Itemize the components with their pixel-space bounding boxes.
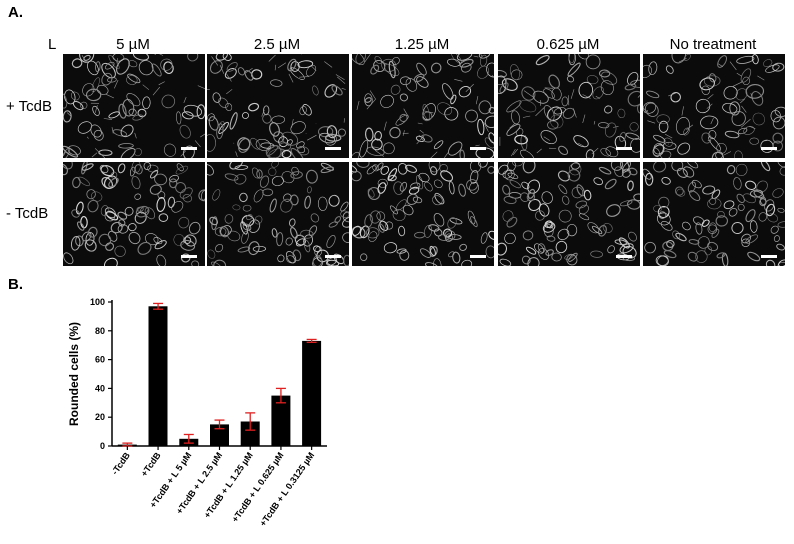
column-label-0-625um: 0.625 µM <box>536 36 600 53</box>
scale-bar <box>761 255 777 258</box>
column-label-no-treatment: No treatment <box>669 36 757 53</box>
bar-chart: 0 20 40 60 80 100 Rounded cells (%) -TcdB +TcdB +… <box>67 297 327 528</box>
column-label-5um: 5 µM <box>116 36 150 53</box>
x-tick-label-7: +TcdB + L 0.3125 µM <box>258 450 317 528</box>
micrograph-row2-col5 <box>643 162 785 266</box>
micrograph-row1-col3 <box>352 54 494 158</box>
micrograph-row1-col4 <box>498 54 640 158</box>
column-label-1-25um: 1.25 µM <box>394 36 450 53</box>
x-tick-label-2: +TcdB <box>139 450 163 478</box>
y-tick-label: 40 <box>95 383 105 393</box>
y-tick-label: 20 <box>95 412 105 422</box>
panel-b-label: B. <box>8 276 23 293</box>
scale-bar <box>325 147 341 150</box>
scale-bar <box>761 147 777 150</box>
y-tick-label: 100 <box>90 297 105 307</box>
scale-bar <box>325 255 341 258</box>
micrograph-row2-col2 <box>207 162 349 266</box>
scale-bar <box>470 255 486 258</box>
y-tick-label: 0 <box>100 441 105 451</box>
y-tick-label: 60 <box>95 355 105 365</box>
bar-4 <box>210 424 229 446</box>
micrograph-row1-col5 <box>643 54 785 158</box>
column-label-2-5um: 2.5 µM <box>253 36 301 53</box>
micrograph-row1-col2 <box>207 54 349 158</box>
ligand-label: L <box>48 36 57 53</box>
scale-bar <box>616 255 632 258</box>
y-tick-label: 80 <box>95 326 105 336</box>
scale-bar <box>616 147 632 150</box>
bar-6 <box>271 395 291 446</box>
scale-bar <box>181 255 197 258</box>
row-label-minus-tcdb: - TcdB <box>6 205 49 222</box>
micrograph-row2-col1 <box>63 162 205 266</box>
bar-5 <box>240 421 260 446</box>
bar-7 <box>302 340 322 446</box>
y-axis-title: Rounded cells (%) <box>67 322 81 426</box>
x-tick-label-1: -TcdB <box>110 450 133 476</box>
bar-2 <box>148 306 168 446</box>
row-label-plus-tcdb: + TcdB <box>6 98 53 115</box>
micrograph-row2-col4 <box>498 162 640 266</box>
scale-bar <box>470 147 486 150</box>
micrograph-row2-col3 <box>352 162 494 266</box>
panel-a-label: A. <box>8 4 23 21</box>
scale-bar <box>181 147 197 150</box>
micrograph-row1-col1 <box>63 54 205 158</box>
